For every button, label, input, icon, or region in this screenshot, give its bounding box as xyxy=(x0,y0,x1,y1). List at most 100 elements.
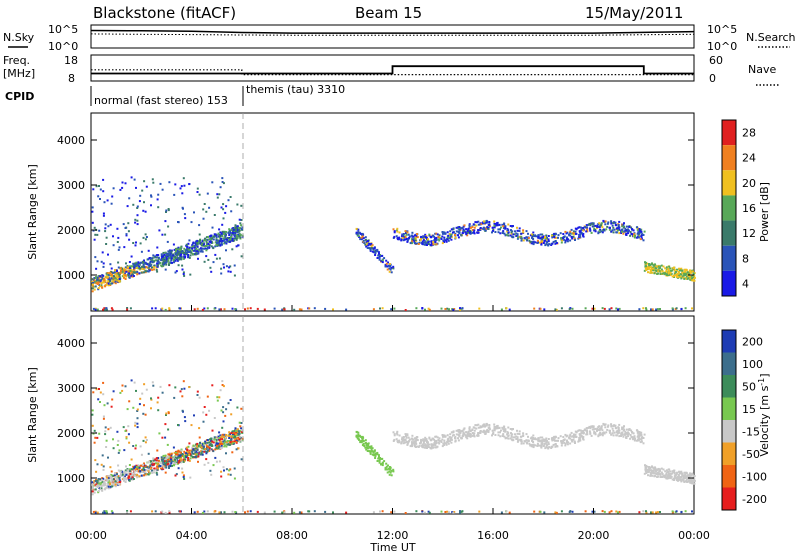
power-cell xyxy=(516,226,518,229)
velocity-cell xyxy=(240,407,243,410)
power-cell xyxy=(383,257,386,260)
velocity-cell xyxy=(99,478,102,481)
power-cell xyxy=(434,237,436,240)
velocity-cell xyxy=(636,439,638,442)
velocity-cell xyxy=(411,437,414,440)
power-cell xyxy=(432,243,435,246)
power-cell xyxy=(125,270,128,273)
power-cell xyxy=(223,308,226,311)
power-cell xyxy=(441,231,444,233)
velocity-cell xyxy=(92,432,95,435)
power-cell xyxy=(544,244,547,247)
velocity-cell xyxy=(165,461,168,464)
velocity-cell xyxy=(313,510,316,513)
velocity-cell xyxy=(573,434,576,437)
power-cell xyxy=(494,231,497,233)
power-cell xyxy=(447,234,450,237)
colorbar-tick-label: 50 xyxy=(742,380,756,393)
velocity-cell xyxy=(370,450,373,452)
velocity-cell xyxy=(109,487,112,489)
velocity-cell xyxy=(505,436,508,439)
velocity-cell xyxy=(175,451,177,454)
velocity-cell xyxy=(688,475,691,478)
velocity-cell xyxy=(444,435,447,438)
velocity-cell xyxy=(136,426,139,429)
nave-bottom-tick: 0 xyxy=(709,72,716,85)
velocity-cell xyxy=(170,462,173,465)
nave-top-tick: 60 xyxy=(709,54,723,67)
power-cell xyxy=(461,232,464,235)
power-cell xyxy=(357,230,360,233)
velocity-cell xyxy=(365,443,368,446)
velocity-cell xyxy=(577,440,580,443)
power-cell xyxy=(364,238,367,241)
velocity-cell xyxy=(561,442,564,445)
power-cell xyxy=(600,222,603,225)
power-cell xyxy=(355,227,358,230)
power-cell xyxy=(231,231,234,234)
power-cell xyxy=(561,239,564,242)
power-cell xyxy=(99,188,102,191)
power-cell xyxy=(544,236,547,238)
velocity-cell xyxy=(487,431,490,433)
power-cell xyxy=(118,276,121,279)
velocity-cell xyxy=(418,444,421,447)
velocity-cell xyxy=(223,439,226,442)
velocity-cell xyxy=(140,468,143,471)
power-cell xyxy=(124,278,127,280)
power-cell xyxy=(602,219,605,222)
power-cell xyxy=(589,224,592,227)
velocity-cell xyxy=(151,463,154,466)
velocity-cell xyxy=(554,443,557,445)
velocity-cell xyxy=(132,478,135,480)
velocity-cell xyxy=(182,476,185,478)
power-cell xyxy=(676,268,678,271)
power-cell xyxy=(127,271,130,274)
velocity-cell xyxy=(622,429,625,432)
velocity-cell xyxy=(140,453,143,456)
power-cell xyxy=(475,221,478,224)
power-cell xyxy=(564,241,567,244)
power-cell xyxy=(186,248,189,251)
power-cell xyxy=(222,217,225,220)
power-cell xyxy=(370,247,373,249)
velocity-cell xyxy=(363,445,366,447)
power-cell xyxy=(109,282,112,285)
velocity-cell xyxy=(535,438,538,441)
velocity-cell xyxy=(497,431,500,434)
velocity-cell xyxy=(157,459,160,462)
power-cell xyxy=(127,222,130,225)
power-cell xyxy=(212,261,215,264)
power-cell xyxy=(516,229,519,232)
power-cell xyxy=(407,238,410,240)
velocity-cell xyxy=(126,469,129,472)
power-cell xyxy=(170,257,173,260)
velocity-cell xyxy=(256,510,259,513)
velocity-cell xyxy=(127,433,130,436)
power-cell xyxy=(671,275,674,278)
power-cell xyxy=(130,176,133,179)
velocity-cell xyxy=(215,439,218,442)
power-cell xyxy=(571,237,574,240)
velocity-cell xyxy=(175,473,178,476)
power-cell xyxy=(144,233,147,236)
power-cell xyxy=(126,308,129,311)
power-cell xyxy=(385,262,388,265)
power-cell xyxy=(565,238,568,241)
velocity-cell xyxy=(110,478,113,481)
velocity-cell xyxy=(677,475,680,478)
power-cell xyxy=(98,185,100,187)
velocity-cell xyxy=(133,469,136,472)
velocity-cell xyxy=(281,511,284,514)
power-cell xyxy=(183,274,186,277)
velocity-cell xyxy=(150,461,153,464)
velocity-cell xyxy=(629,434,632,436)
power-cell xyxy=(374,251,377,254)
velocity-cell xyxy=(221,433,224,436)
velocity-cell xyxy=(162,465,164,468)
power-cell xyxy=(427,241,430,244)
power-cell xyxy=(235,236,238,239)
velocity-cell xyxy=(167,460,170,463)
velocity-cell xyxy=(594,427,597,430)
power-cell xyxy=(104,285,107,288)
